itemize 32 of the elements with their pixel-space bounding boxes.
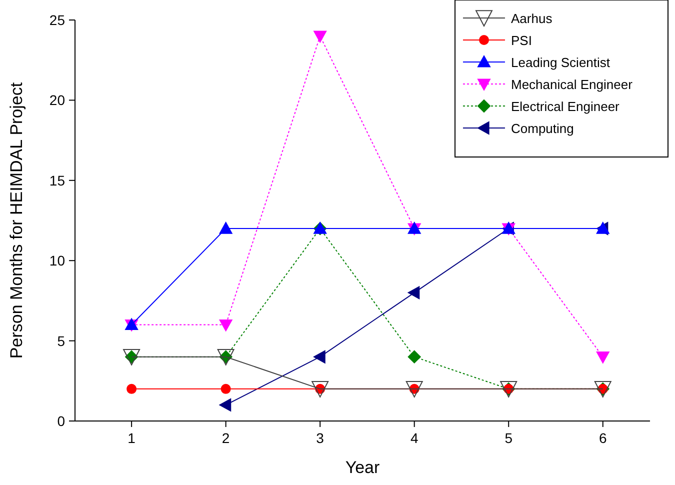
point [219,398,232,412]
point [219,319,232,332]
y-tick-label: 10 [49,252,66,269]
y-tick-label: 5 [57,332,66,349]
point [312,381,329,398]
y-tick-label: 15 [49,172,66,188]
y-tick-label: 0 [57,413,66,429]
legend-label: Leading Scientist [511,55,610,70]
y-axis-title: Person Months for HEIMDAL Project [7,82,26,359]
x-tick-label: 5 [504,430,513,446]
point [314,350,326,364]
x-tick-label: 6 [598,430,607,446]
legend-label: Electrical Engineer [511,99,620,114]
point [408,286,420,300]
point [406,381,423,398]
x-tick-label: 4 [410,430,418,446]
x-tick-label: 2 [222,430,230,446]
point [126,384,137,394]
y-tick-label: 25 [49,12,66,28]
legend-label: PSI [511,33,532,48]
legend-label: Computing [511,121,574,136]
point [408,350,421,364]
legend-label: Mechanical Engineer [511,77,634,92]
x-tick-label: 3 [316,430,324,446]
point [596,352,610,364]
point [314,30,327,43]
legend-label: Aarhus [511,11,553,26]
point [219,222,232,234]
point [220,384,231,394]
x-tick-label: 1 [128,430,136,446]
y-tick-label: 20 [49,92,66,108]
x-axis-title: Year [345,458,380,477]
